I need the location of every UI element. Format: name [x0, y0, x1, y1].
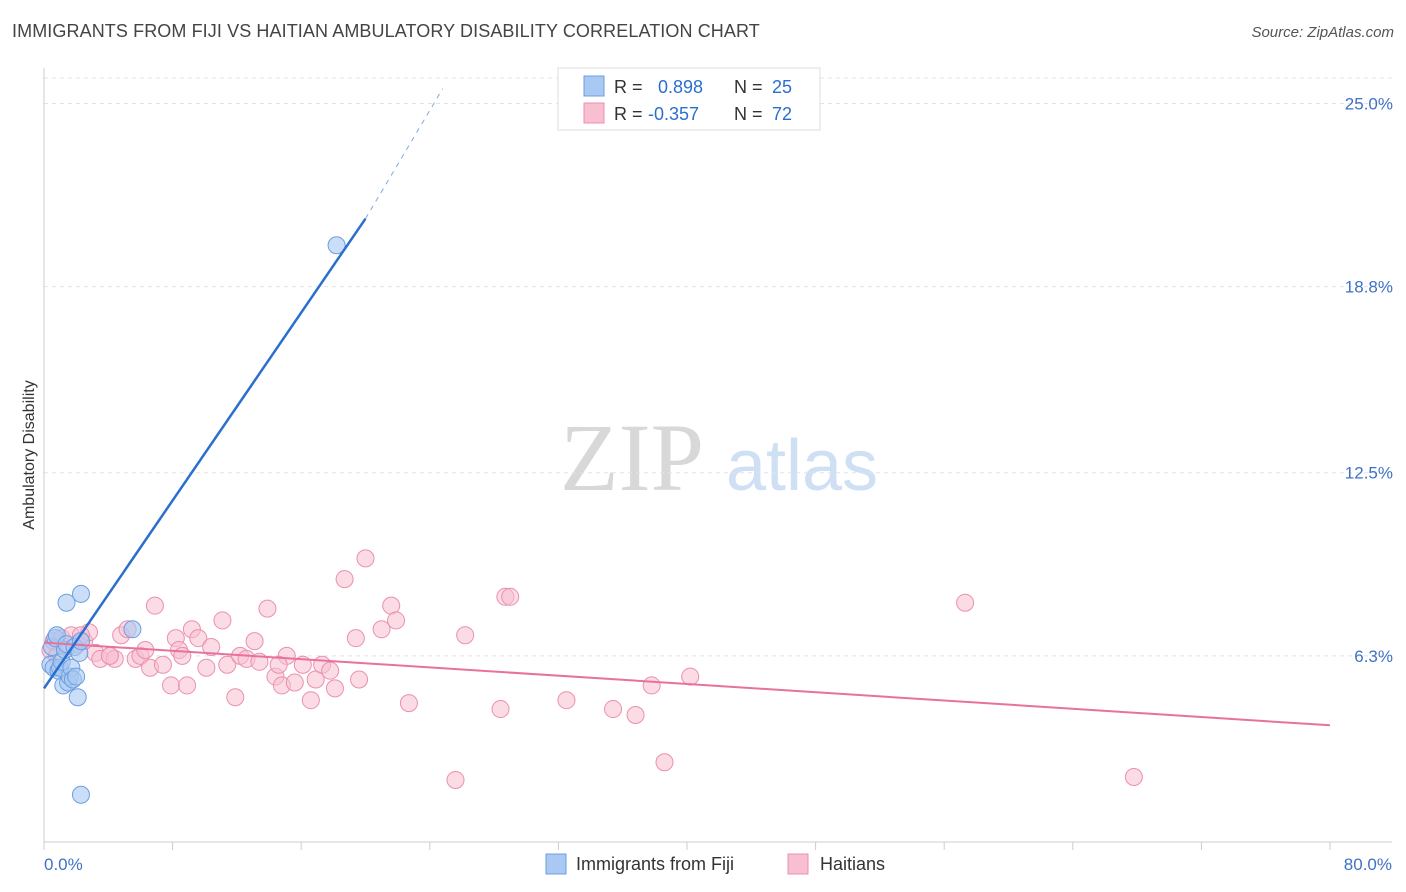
fiji-point	[123, 620, 142, 639]
legend-r-value-fiji: 0.898	[658, 77, 703, 97]
haitians-point	[372, 620, 391, 639]
fiji-point	[68, 688, 87, 707]
haitians-point	[321, 661, 340, 680]
haitians-point	[245, 632, 264, 651]
haitians-point	[100, 646, 119, 665]
fiji-trend-line	[42, 217, 367, 690]
haitians-point	[350, 670, 369, 689]
series-legend-swatch-fiji	[545, 853, 567, 875]
haitians-point	[335, 570, 354, 589]
haitians-point	[301, 691, 320, 710]
legend-n-label-haitians: N =	[734, 104, 763, 124]
series-legend: Immigrants from Fiji Haitians	[545, 853, 885, 875]
trend-lines	[42, 88, 1331, 727]
gridlines	[44, 77, 1392, 657]
haitians-point	[285, 673, 304, 692]
fiji-point	[71, 584, 90, 603]
series-legend-label-fiji: Immigrants from Fiji	[576, 854, 734, 874]
haitians-point	[491, 700, 510, 719]
x-ticks	[43, 842, 1331, 850]
haitians-point	[145, 596, 164, 615]
legend-n-value-haitians: 72	[772, 104, 792, 124]
legend-r-value-haitians: -0.357	[648, 104, 699, 124]
haitians-point	[356, 549, 375, 568]
haitians-point	[197, 658, 216, 677]
fiji-point	[327, 236, 346, 255]
haitians-point	[956, 593, 975, 612]
y-axis-label: Ambulatory Disability	[21, 380, 38, 529]
haitians-point	[604, 700, 623, 719]
haitians-point	[456, 626, 475, 645]
series-legend-swatch-haitians	[787, 853, 809, 875]
correlation-legend: R = 0.898 N = 25 R = -0.357 N = 72	[557, 67, 821, 131]
haitians-point	[202, 638, 221, 657]
haitians-point	[258, 599, 277, 618]
haitians-point	[213, 611, 232, 630]
haitians-trend-line	[43, 641, 1331, 727]
source-label: Source: ZipAtlas.com	[1251, 24, 1394, 41]
legend-swatch-fiji	[583, 75, 605, 97]
haitians-point	[226, 688, 245, 707]
legend-n-label-fiji: N =	[734, 77, 763, 97]
haitians-point	[626, 705, 645, 724]
haitians-point	[153, 655, 172, 674]
y-tick-label: 6.3%	[1354, 647, 1393, 666]
fiji-point	[57, 593, 76, 612]
legend-r-label-fiji: R =	[614, 77, 643, 97]
haitians-point	[346, 629, 365, 648]
haitians-point	[642, 676, 661, 695]
legend-swatch-haitians	[583, 102, 605, 124]
fiji-point	[71, 785, 90, 804]
x-tick-label-min: 0.0%	[44, 855, 83, 874]
y-tick-label: 12.5%	[1345, 464, 1393, 483]
haitians-point	[173, 646, 192, 665]
haitians-point	[557, 691, 576, 710]
haitians-point	[446, 770, 465, 789]
haitians-point	[161, 676, 180, 695]
axes	[43, 68, 1392, 843]
haitians-point	[189, 629, 208, 648]
fiji-point	[67, 667, 86, 686]
haitians-point	[501, 587, 520, 606]
watermark-zip: ZIP	[560, 404, 704, 511]
chart-title: IMMIGRANTS FROM FIJI VS HAITIAN AMBULATO…	[12, 21, 760, 41]
haitians-point	[325, 679, 344, 698]
y-tick-label: 18.8%	[1345, 278, 1393, 297]
legend-r-label-haitians: R =	[614, 104, 643, 124]
series-legend-label-haitians: Haitians	[820, 854, 885, 874]
haitians-point	[387, 611, 406, 630]
fiji-trend-extension	[365, 88, 444, 219]
legend-n-value-fiji: 25	[772, 77, 792, 97]
haitians-points	[41, 549, 1143, 789]
haitians-point	[399, 694, 418, 713]
haitians-point	[655, 753, 674, 772]
fiji-points	[41, 236, 346, 804]
y-tick-labels: 6.3% 12.5% 18.8% 25.0%	[1345, 94, 1393, 665]
haitians-point	[178, 676, 197, 695]
x-tick-label-max: 80.0%	[1344, 855, 1392, 874]
haitians-point	[218, 655, 237, 674]
watermark-atlas: atlas	[726, 426, 878, 506]
haitians-point	[1124, 768, 1143, 787]
haitians-point	[269, 655, 288, 674]
haitians-point	[681, 667, 700, 686]
y-tick-label: 25.0%	[1345, 94, 1393, 113]
